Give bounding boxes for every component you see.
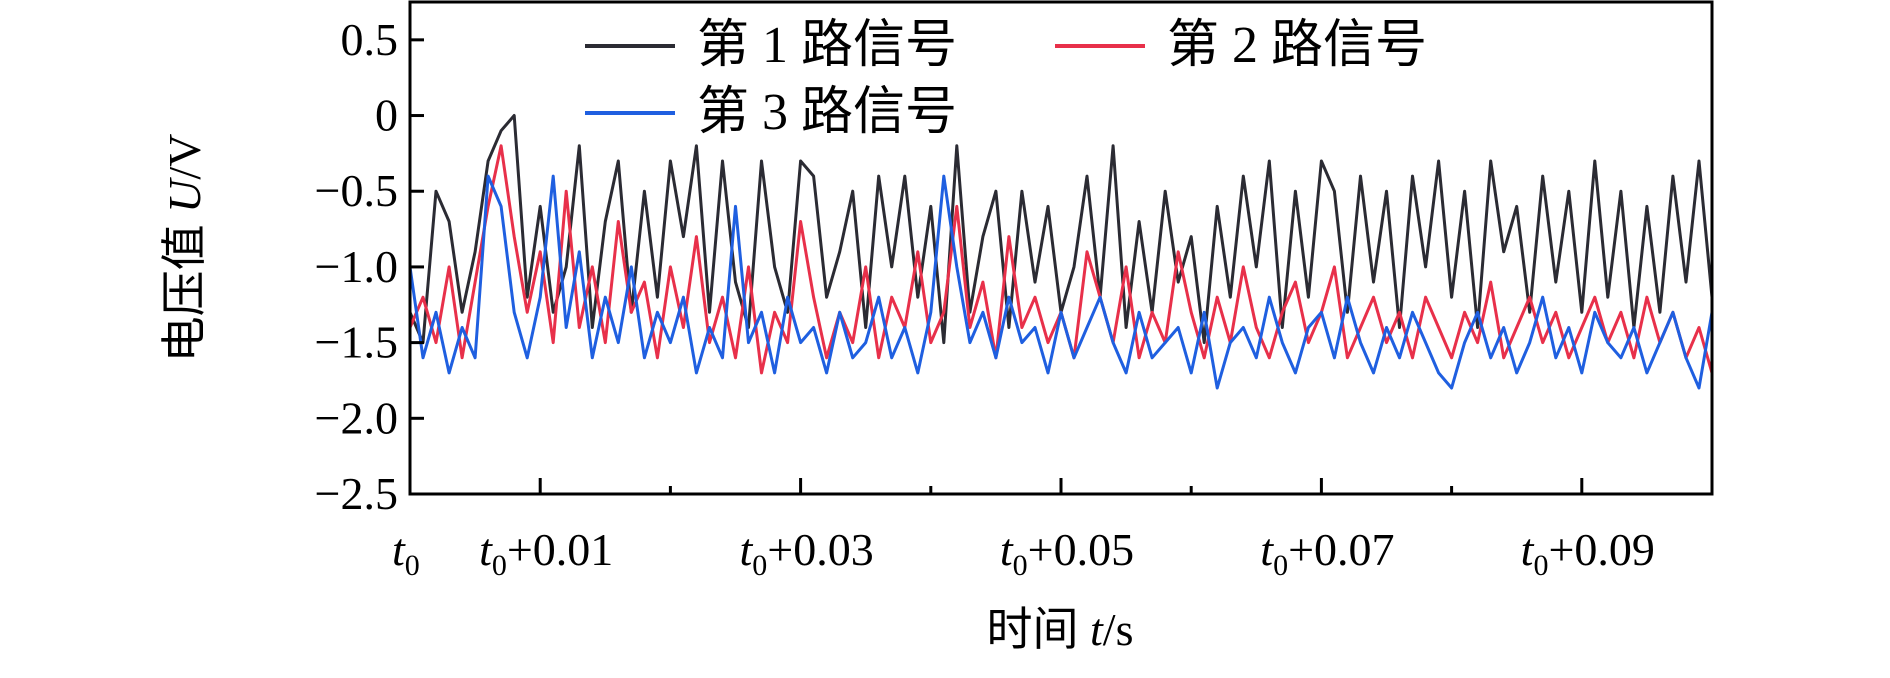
x-axis-label: 时间 t/s xyxy=(987,604,1134,655)
series-line-3 xyxy=(408,174,1714,390)
y-tick-label: −2.0 xyxy=(315,392,398,443)
y-axis-label-prefix: 电压值 xyxy=(159,213,210,363)
y-tick-label: 0 xyxy=(375,90,398,141)
x-axis-label-unit: /s xyxy=(1103,604,1134,655)
x-axis: t0 t0+0.01 t0+0.03 t0+0.05 t0+0.07 t0+0.09 xyxy=(392,478,1655,582)
x-tick-label: t0+0.01 xyxy=(479,524,613,582)
plot-frame xyxy=(408,0,1714,496)
y-axis-label: 电压值 U/V xyxy=(159,134,210,363)
x-tick-label: t0+0.09 xyxy=(1521,524,1655,582)
legend-label-1: 第 1 路信号 xyxy=(697,17,957,74)
x-tick-label: t0+0.07 xyxy=(1260,524,1394,582)
y-tick-label: −0.5 xyxy=(315,165,398,216)
y-tick-label: −1.5 xyxy=(315,317,398,368)
y-axis: 0.5 0 −0.5 −1.0 −1.5 −2.0 −2.5 xyxy=(315,14,424,519)
series-line-1 xyxy=(408,114,1714,345)
y-axis-label-unit: /V xyxy=(159,134,210,180)
series-lines xyxy=(408,114,1714,390)
y-tick-label: −1.0 xyxy=(315,241,398,292)
series-line-2 xyxy=(408,144,1714,375)
x-tick-label: t0 xyxy=(392,524,420,582)
y-tick-label: 0.5 xyxy=(341,14,399,65)
x-axis-label-prefix: 时间 xyxy=(987,604,1091,655)
x-tick-label: t0+0.05 xyxy=(1000,524,1134,582)
legend-label-3: 第 3 路信号 xyxy=(697,84,957,141)
x-axis-label-var: t xyxy=(1090,604,1104,655)
y-tick-label: −2.5 xyxy=(315,468,398,519)
x-tick-label: t0+0.03 xyxy=(739,524,873,582)
y-axis-label-var: U xyxy=(159,177,210,213)
legend-label-2: 第 2 路信号 xyxy=(1167,17,1427,74)
